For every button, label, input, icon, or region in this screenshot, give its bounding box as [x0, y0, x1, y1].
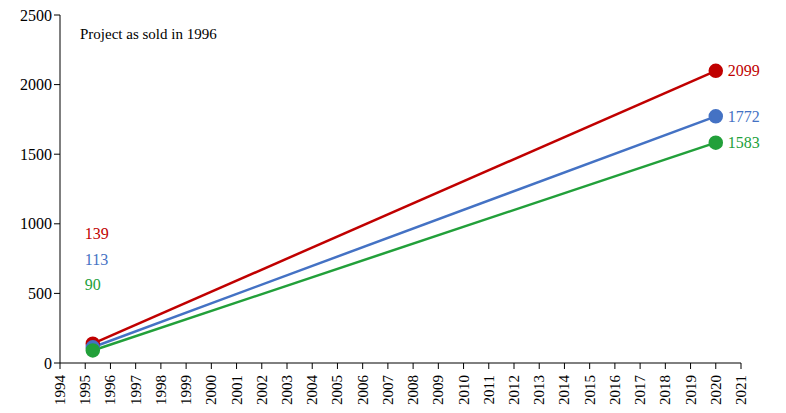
svg-text:2020: 2020: [708, 375, 724, 405]
svg-text:2001: 2001: [229, 375, 245, 405]
svg-text:2018: 2018: [657, 375, 673, 405]
svg-text:2002: 2002: [254, 375, 270, 405]
svg-text:1996: 1996: [102, 375, 118, 406]
svg-text:1997: 1997: [128, 375, 144, 406]
svg-text:1500: 1500: [20, 146, 52, 163]
svg-text:2016: 2016: [607, 375, 623, 406]
svg-text:90: 90: [85, 276, 101, 293]
svg-text:2010: 2010: [456, 375, 472, 405]
svg-text:2009: 2009: [430, 375, 446, 405]
svg-text:0: 0: [44, 355, 52, 372]
html-text:Project as sold in 1996: Project as sold in 1996: [80, 26, 217, 42]
svg-text:113: 113: [85, 251, 108, 268]
svg-text:2500: 2500: [20, 7, 52, 24]
svg-text:2004: 2004: [304, 375, 320, 406]
svg-text:2013: 2013: [531, 375, 547, 405]
svg-text:1995: 1995: [77, 375, 93, 405]
svg-text:1998: 1998: [153, 375, 169, 405]
svg-text:1994: 1994: [52, 375, 68, 406]
svg-text:2017: 2017: [632, 375, 648, 406]
svg-text:2099: 2099: [728, 62, 760, 79]
svg-text:2021: 2021: [733, 375, 749, 405]
svg-text:2015: 2015: [582, 375, 598, 405]
svg-text:2012: 2012: [506, 375, 522, 405]
svg-text:2003: 2003: [279, 375, 295, 405]
svg-text:139: 139: [85, 225, 109, 242]
svg-text:2000: 2000: [20, 76, 52, 93]
svg-text:2000: 2000: [203, 375, 219, 405]
svg-text:2014: 2014: [556, 375, 572, 406]
svg-text:2011: 2011: [481, 375, 497, 404]
svg-text:2006: 2006: [355, 375, 371, 406]
svg-text:1000: 1000: [20, 215, 52, 232]
svg-text:500: 500: [28, 285, 52, 302]
svg-text:2007: 2007: [380, 375, 396, 406]
svg-text:1583: 1583: [728, 134, 760, 151]
svg-text:1772: 1772: [728, 108, 760, 125]
svg-text:1999: 1999: [178, 375, 194, 405]
svg-text:2005: 2005: [329, 375, 345, 405]
svg-text:2019: 2019: [683, 375, 699, 405]
svg-text:2008: 2008: [405, 375, 421, 405]
